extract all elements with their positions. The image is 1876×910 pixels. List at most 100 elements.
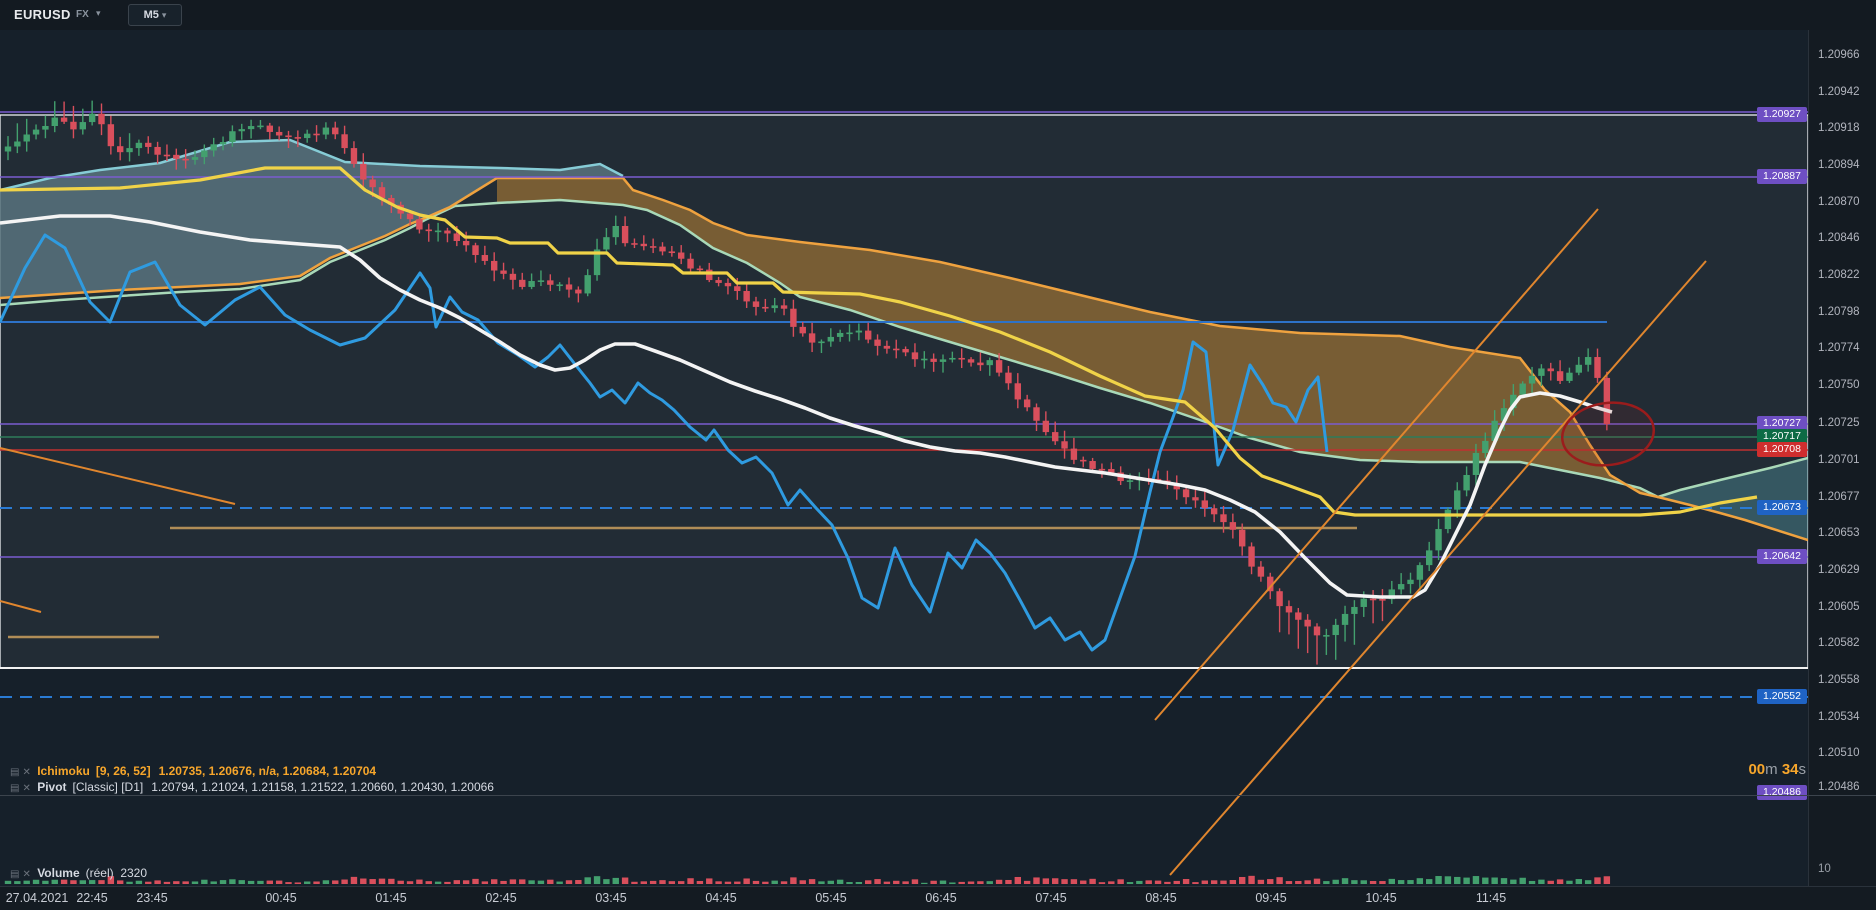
candle-body xyxy=(1220,514,1227,523)
price-badge: 1.20887 xyxy=(1757,169,1807,184)
ichimoku-close-icon[interactable]: ✕ xyxy=(22,767,31,778)
time-tick-label: 23:45 xyxy=(136,891,168,905)
volume-bar xyxy=(14,881,21,884)
volume-bar xyxy=(257,880,264,884)
candle-body xyxy=(472,245,479,256)
candle-body xyxy=(32,129,40,135)
candle-body xyxy=(1098,468,1106,471)
price-tick-label: 1.20725 xyxy=(1818,417,1860,429)
volume-bar xyxy=(60,879,68,884)
price-tick-label: 1.20942 xyxy=(1818,86,1860,98)
candle-body xyxy=(163,154,171,157)
candle-body xyxy=(350,148,358,164)
volume-bar xyxy=(1351,880,1358,884)
volume-bar xyxy=(42,880,49,884)
price-tick-label: 1.20558 xyxy=(1818,674,1860,686)
candle-body xyxy=(743,291,750,302)
candle-body xyxy=(238,129,245,132)
candle-body xyxy=(612,225,619,238)
volume-close-icon[interactable]: ✕ xyxy=(22,869,31,880)
volume-bar xyxy=(1491,877,1498,884)
volume-bar xyxy=(883,881,891,884)
volume-bar xyxy=(528,880,535,884)
candle-body xyxy=(668,251,676,254)
price-tick-label: 1.20582 xyxy=(1818,637,1860,649)
volume-bar xyxy=(1463,877,1470,884)
candle-body xyxy=(1080,459,1087,462)
candle-body xyxy=(275,131,283,136)
volume-bar xyxy=(173,881,180,884)
volume-bar xyxy=(126,881,133,884)
volume-bar xyxy=(1267,879,1274,884)
candle-body xyxy=(575,289,582,294)
volume-bar xyxy=(1594,877,1601,884)
volume-bar xyxy=(23,880,30,884)
volume-bar xyxy=(1126,882,1134,884)
volume-bar xyxy=(836,879,844,884)
volume-bar xyxy=(341,879,348,884)
symbol-button[interactable]: EURUSD xyxy=(14,7,71,22)
volume-bar xyxy=(1098,882,1106,884)
volume-bar xyxy=(640,881,647,884)
volume-settings-icon[interactable]: ▤ xyxy=(10,869,20,880)
time-tick-label: 00:45 xyxy=(265,891,297,905)
trend-line-drawing[interactable] xyxy=(1169,260,1707,876)
candle-body xyxy=(1108,468,1115,473)
volume-bar xyxy=(294,882,302,884)
candle-body xyxy=(229,131,236,143)
pivot-settings-icon[interactable]: ▤ xyxy=(10,783,20,794)
trend-line-drawing[interactable] xyxy=(0,600,42,613)
volume-bar xyxy=(117,880,124,884)
volume-bar xyxy=(734,881,741,884)
candle-body xyxy=(537,280,545,282)
symbol-caret-icon[interactable]: ▾ xyxy=(96,8,101,18)
candle-body xyxy=(780,305,788,309)
candle-body xyxy=(1426,550,1433,566)
senkou-b-line xyxy=(0,176,1808,542)
candle-body xyxy=(1014,383,1021,400)
volume-bar xyxy=(1061,879,1068,884)
volume-bar xyxy=(1313,878,1321,884)
price-chart-canvas[interactable] xyxy=(0,0,1808,886)
pivot-close-icon[interactable]: ✕ xyxy=(22,783,31,794)
time-tick-label: 03:45 xyxy=(595,891,627,905)
candle-body xyxy=(799,326,806,334)
volume-bar xyxy=(1323,881,1330,884)
pane-separator[interactable] xyxy=(0,795,1876,796)
volume-bar xyxy=(949,882,956,884)
candle-body xyxy=(921,358,928,361)
candle-body xyxy=(481,255,489,261)
candle-body xyxy=(1005,372,1012,384)
candle-body xyxy=(117,146,124,153)
price-tick-label: 1.20510 xyxy=(1818,747,1860,759)
interval-button[interactable]: M5 ▾ xyxy=(128,4,182,26)
volume-bar xyxy=(986,881,993,884)
candle-body xyxy=(949,357,956,360)
volume-bar xyxy=(1257,879,1265,884)
candle-body xyxy=(715,280,722,283)
trend-line-drawing[interactable] xyxy=(0,447,236,505)
ichimoku-settings-icon[interactable]: ▤ xyxy=(10,767,20,778)
volume-bar xyxy=(603,879,610,884)
volume-bar xyxy=(107,876,115,884)
candle-body xyxy=(1276,591,1283,607)
volume-bar xyxy=(855,881,863,884)
trend-line-drawing[interactable] xyxy=(1154,208,1599,721)
candle-body xyxy=(406,213,414,220)
volume-bar xyxy=(519,879,526,884)
candle-body xyxy=(126,148,133,153)
ellipse-annotation[interactable] xyxy=(1558,397,1658,471)
volume-bar xyxy=(32,879,40,884)
ichimoku-cloud-gray xyxy=(0,140,623,298)
price-axis[interactable]: 1.20966 1.20942 1.20918 1.20894 1.20870 1.208… xyxy=(1757,30,1876,886)
time-axis[interactable]: 27.04.2021 22:45 23:45 00:45 01:45 02:45 03:45… xyxy=(0,886,1876,910)
candle-body xyxy=(51,117,58,127)
volume-bar xyxy=(668,881,676,884)
volume-bar xyxy=(930,880,937,884)
price-tick-label: 1.20822 xyxy=(1818,269,1860,281)
volume-legend: ▤ ✕ Volume (réel) 2320 xyxy=(10,866,147,880)
volume-bar xyxy=(1407,880,1414,884)
volume-bar xyxy=(575,880,582,884)
volume-bar xyxy=(1500,878,1508,884)
volume-bar xyxy=(874,879,881,884)
